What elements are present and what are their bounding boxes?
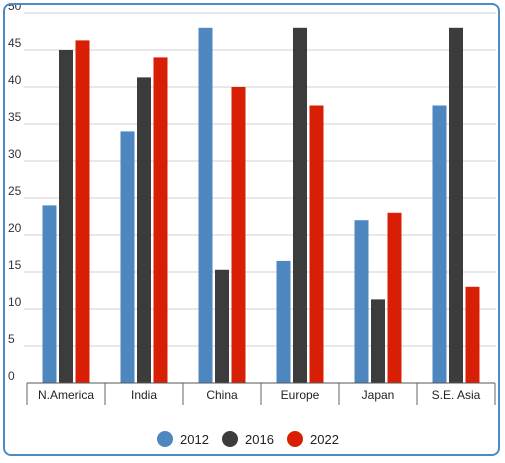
bar-2016-europe: [293, 27, 307, 384]
chart-frame: 0 5 10 15 20 25 30 35 40 45 50 N.America India China…: [3, 0, 500, 456]
y-tick-label: 45: [8, 36, 22, 50]
bar-2012-europe: [276, 260, 291, 383]
y-tick-label: 30: [8, 147, 22, 161]
bar-2016-namerica: [59, 50, 73, 383]
x-axis: N.America India China Europe Japan S.E. Asia: [26, 382, 496, 405]
legend-label: 2022: [310, 432, 339, 447]
bar-2012-india: [120, 131, 135, 383]
bar-2016-china: [215, 269, 229, 383]
y-tick-label: 20: [8, 221, 22, 235]
y-tick-label: 40: [8, 73, 22, 87]
x-category-label: China: [206, 388, 238, 402]
x-category-label: N.America: [38, 388, 94, 402]
bar-chart: 0 5 10 15 20 25 30 35 40 45 50 N.America India China…: [8, 0, 496, 447]
bar-2012-china: [198, 27, 213, 384]
bar-2022-seasia: [465, 286, 480, 383]
legend-marker-2016: [222, 431, 238, 447]
x-category-label: S.E. Asia: [432, 388, 481, 402]
legend-label: 2016: [245, 432, 274, 447]
y-tick-label: 50: [8, 5, 22, 13]
bar-2022-japan: [387, 212, 402, 383]
legend: 2012 2016 2022: [157, 431, 339, 447]
bar-2022-europe: [309, 105, 324, 383]
bars: [42, 27, 480, 384]
bar-2022-namerica: [75, 40, 90, 383]
gridlines: [24, 12, 496, 347]
bar-2022-china: [231, 87, 246, 383]
y-tick-label: 15: [8, 258, 22, 272]
bar-2016-india: [137, 77, 151, 383]
y-tick-label: 25: [8, 184, 22, 198]
legend-label: 2012: [180, 432, 209, 447]
y-tick-label: 10: [8, 295, 22, 309]
bar-2012-namerica: [42, 205, 57, 383]
bar-2012-seasia: [432, 105, 447, 383]
x-category-label: Japan: [362, 388, 395, 402]
legend-marker-2012: [157, 431, 173, 447]
legend-marker-2022: [287, 431, 303, 447]
y-axis-ticks: 0 5 10 15 20 25 30 35 40 45 50: [8, 0, 22, 383]
bar-2016-japan: [371, 299, 385, 383]
x-category-label: Europe: [281, 388, 320, 402]
y-tick-label: 0: [8, 369, 15, 383]
bar-2012-japan: [354, 220, 369, 383]
x-category-label: India: [131, 388, 157, 402]
y-tick-label: 35: [8, 110, 22, 124]
y-tick-label: 5: [8, 332, 15, 346]
bar-2016-seasia: [449, 27, 463, 384]
bar-2022-india: [153, 57, 168, 384]
